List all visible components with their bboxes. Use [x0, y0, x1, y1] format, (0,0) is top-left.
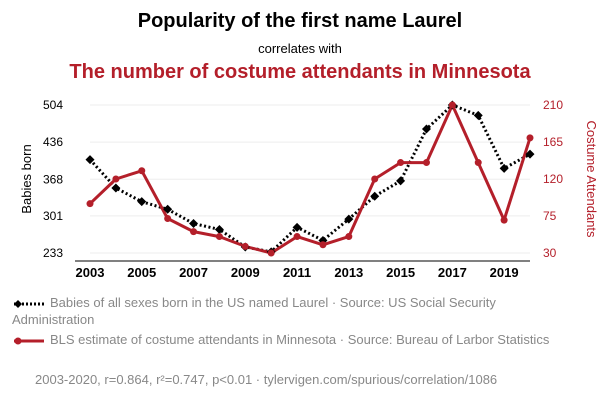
data-point-costume	[500, 216, 508, 224]
legend-item-babies: Babies of all sexes born in the US named…	[12, 294, 572, 328]
data-point-babies	[525, 149, 535, 159]
data-point-costume	[190, 228, 198, 236]
data-point-babies	[111, 183, 121, 193]
data-point-costume	[86, 200, 94, 208]
data-point-babies	[396, 176, 406, 186]
y-left-tick-label: 301	[43, 209, 63, 223]
series-markers	[85, 100, 535, 257]
legend-swatch-babies	[14, 299, 44, 308]
data-point-babies	[214, 225, 224, 235]
x-tick-label: 2007	[179, 265, 208, 280]
axes: 233 301 368 436 504 30 75 120 165 210 2003 2005 2007…	[19, 98, 599, 280]
data-point-babies	[473, 110, 483, 120]
chart-title-secondary: The number of costume attendants in Minn…	[69, 61, 531, 83]
data-point-costume	[138, 167, 146, 175]
x-tick-label: 2009	[231, 265, 260, 280]
data-point-babies	[137, 197, 147, 207]
y-left-tick-label: 233	[43, 246, 63, 260]
data-point-babies	[370, 191, 380, 201]
y-left-tick-label: 368	[43, 172, 63, 186]
series-line-babies	[88, 103, 531, 254]
data-point-costume	[474, 159, 482, 167]
x-tick-label: 2015	[386, 265, 415, 280]
data-point-costume	[371, 175, 379, 183]
series-lines	[88, 103, 532, 255]
legend-label-babies: Babies of all sexes born in the US named…	[12, 295, 496, 327]
y-right-tick-label: 210	[543, 98, 563, 112]
y-left-tick-label: 436	[43, 135, 63, 149]
y-right-tick-label: 30	[543, 246, 557, 260]
x-tick-label: 2005	[127, 265, 156, 280]
x-tick-label: 2019	[490, 265, 519, 280]
data-point-costume	[164, 214, 172, 222]
legend-label-costume: BLS estimate of costume attendants in Mi…	[50, 332, 550, 347]
chart-footer: 2003-2020, r=0.864, r²=0.747, p<0.01 · t…	[35, 372, 498, 387]
data-point-costume	[112, 175, 120, 183]
gridlines	[90, 104, 530, 254]
data-point-babies	[421, 124, 431, 134]
data-point-costume	[267, 249, 275, 257]
chart-subtitle: correlates with	[258, 41, 342, 56]
data-point-babies	[344, 214, 354, 224]
data-point-costume	[526, 134, 534, 142]
data-point-costume	[241, 242, 249, 250]
y-right-tick-label: 120	[543, 172, 563, 186]
y-right-axis-title: Costume Attendants	[584, 120, 599, 238]
y-left-tick-label: 504	[43, 98, 63, 112]
data-point-costume	[319, 241, 327, 249]
legend-item-costume: BLS estimate of costume attendants in Mi…	[12, 331, 572, 348]
data-point-babies	[85, 155, 95, 165]
x-tick-label: 2017	[438, 265, 467, 280]
chart-title: Popularity of the first name Laurel	[137, 10, 463, 32]
data-point-costume	[397, 159, 405, 167]
data-point-costume	[215, 233, 223, 241]
data-point-costume	[448, 101, 456, 109]
data-point-babies	[292, 222, 302, 232]
x-tick-label: 2003	[76, 265, 105, 280]
x-tick-label: 2011	[283, 265, 311, 280]
data-point-costume	[293, 233, 301, 241]
data-point-babies	[163, 204, 173, 214]
series-line-costume	[88, 103, 532, 255]
y-left-axis-title: Babies born	[19, 144, 34, 213]
y-right-tick-label: 75	[543, 209, 557, 223]
data-point-costume	[345, 233, 353, 241]
legend-swatch-costume	[14, 337, 44, 345]
x-tick-label: 2013	[334, 265, 363, 280]
data-point-babies	[189, 219, 199, 229]
data-point-costume	[422, 159, 430, 167]
y-right-tick-label: 165	[543, 135, 563, 149]
data-point-babies	[499, 163, 509, 173]
